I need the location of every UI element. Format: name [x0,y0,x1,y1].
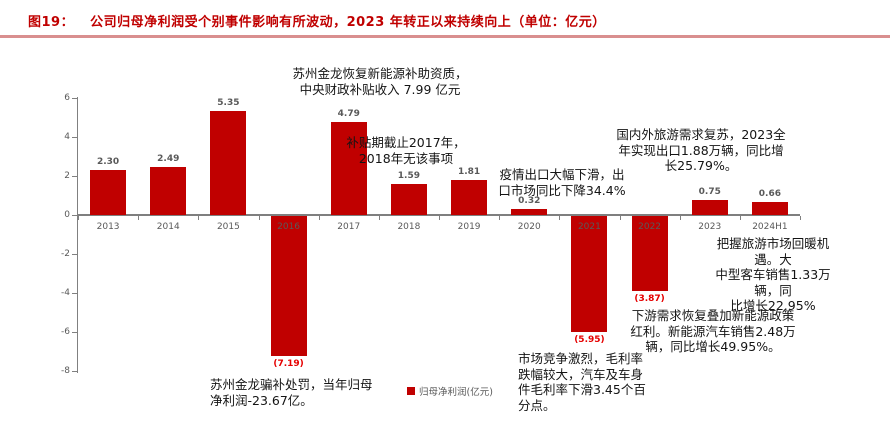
y-axis-tick [72,370,77,372]
x-axis-label-2018: 2018 [397,222,421,232]
value-label-2015: 5.35 [217,97,240,108]
y-axis-tick-label: -8 [61,365,70,376]
y-axis-tick [72,253,77,255]
value-label-2024H1: 0.66 [758,189,782,200]
x-axis-tick [739,216,741,220]
value-label-2014: 2.49 [157,153,180,164]
bar-2013 [90,170,127,215]
y-axis-line [77,97,78,373]
x-axis-tick [78,216,79,220]
y-axis-tick-label: -6 [61,326,70,337]
bar-2017 [330,121,367,215]
annotation-subsidy-end-2018: 补贴期截止2017年， 2018年无该事项 [346,135,466,166]
y-axis-tick [72,98,77,100]
legend-label: 归母净利润(亿元) [419,387,493,398]
bar-2018 [390,184,427,215]
x-axis-tick [198,216,200,220]
bar-2015 [210,110,247,215]
figure-title-row: 图19： 公司归母净利润受个别事件影响有所波动，2023 年转正以来持续向上（单… [28,11,606,30]
x-axis-label-2017: 2017 [337,222,361,232]
title-divider-line [0,35,890,38]
y-axis-tick-label: 6 [64,93,70,104]
value-label-2016: (7.19) [273,358,304,369]
bar-2014 [150,166,187,215]
x-axis-label-2016: 2016 [277,222,301,232]
bar-2016 [270,216,307,356]
x-axis-tick [138,216,140,220]
y-axis-tick-label: 2 [64,171,70,182]
x-axis-label-2024H1: 2024H1 [752,222,788,232]
x-axis-tick [619,216,621,220]
value-label-2020: 0.32 [518,195,541,206]
value-label-2022: (3.87) [634,294,665,305]
annotation-recovery-2023: 国内外旅游需求复苏，2023全 年实现出口1.88万辆，同比增 长25.79%。 [616,127,786,173]
x-axis-tick [439,216,440,220]
x-axis-tick [800,216,801,220]
value-label-2019: 1.81 [457,166,481,177]
value-label-2023: 0.75 [698,187,721,198]
y-axis-tick-label: -2 [61,248,70,259]
figure-title: 公司归母净利润受个别事件影响有所波动，2023 年转正以来持续向上（单位：亿元） [90,15,606,30]
x-axis-label-2013: 2013 [96,222,120,232]
x-axis-label-2023: 2023 [698,222,722,232]
bar-2023 [691,200,728,215]
x-axis-label-2019: 2019 [457,222,481,232]
y-axis-tick-label: -4 [61,287,70,298]
legend-swatch [407,387,415,395]
x-axis-tick [559,216,561,220]
bar-2024H1 [751,202,788,215]
y-axis-tick [72,331,77,333]
x-axis-label-2014: 2014 [156,222,180,232]
value-label-2017: 4.79 [337,108,360,119]
y-axis-tick-label: 0 [64,210,70,220]
x-axis-tick [318,216,320,220]
bar-2020 [511,208,548,215]
annotation-tourism-2024: 把握旅游市场回暖机遇。大 中型客车销售1.33万辆，同 比增长22.95% [715,236,831,313]
x-axis-tick [378,216,380,220]
legend: 归母净利润(亿元) [407,384,493,398]
figure-label: 图19： [28,15,75,30]
annotation-penalty-2016: 苏州金龙骗补处罚，当年归母 净利润-23.67亿。 [210,377,373,408]
y-axis-tick [72,176,77,178]
bar-2019 [451,179,488,215]
annotation-covid-2020: 疫情出口大幅下滑，出 口市场同比下降34.4% [498,167,626,198]
bar-2022 [631,216,668,292]
x-axis-tick [258,216,260,220]
x-axis-label-2015: 2015 [216,222,240,232]
y-axis-tick-label: 4 [64,132,70,143]
annotation-competition-2021: 市场竞争激烈，毛利率 跌幅较大，汽车及车身 件毛利率下滑3.45个百 分点。 [518,351,646,413]
value-label-2013: 2.30 [96,157,120,168]
y-axis-tick [72,292,77,294]
x-axis-tick [679,216,681,220]
x-axis-line [77,214,800,216]
value-label-2021: (5.95) [574,334,605,345]
y-axis-tick [72,215,77,216]
x-axis-tick [499,216,501,220]
y-axis-tick [72,137,77,139]
x-axis-label-2020: 2020 [517,222,541,232]
bar-2021 [571,216,608,332]
x-axis-label-2022: 2022 [638,222,662,232]
annotation-nev-2022: 下游需求恢复叠加新能源政策 红利。新能源汽车销售2.48万 辆，同比增长49.9… [630,308,796,354]
x-axis-label-2021: 2021 [577,222,601,232]
value-label-2018: 1.59 [397,171,421,182]
annotation-subsidy-2017: 苏州金龙恢复新能源补助资质， 中央财政补贴收入 7.99 亿元 [292,66,468,97]
